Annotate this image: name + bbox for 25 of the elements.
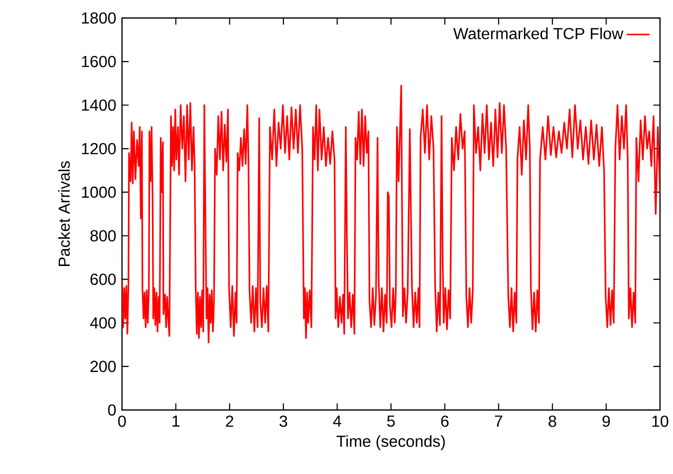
x-tick-label: 8: [548, 416, 556, 427]
y-tick-label: 1600: [82, 56, 116, 68]
y-axis-title: Packet Arrivals: [58, 161, 70, 266]
y-tick-label: 200: [90, 360, 116, 372]
x-tick-label: 9: [602, 416, 610, 427]
x-tick-label: 6: [441, 416, 449, 427]
y-tick-label: 0: [108, 404, 116, 416]
x-tick-label: 10: [652, 416, 668, 427]
y-tick-label: 1000: [82, 186, 116, 198]
y-tick-label: 400: [90, 317, 116, 329]
x-tick-label: 2: [226, 416, 234, 427]
y-tick-label: 1800: [82, 12, 116, 24]
y-tick-label: 1400: [82, 99, 116, 111]
line-series: [122, 84, 660, 344]
x-tick-label: 4: [333, 416, 342, 427]
y-tick-label: 1200: [82, 143, 116, 154]
x-tick-label: 5: [387, 416, 395, 427]
x-axis-title: Time (seconds): [336, 435, 445, 450]
x-tick-label: 7: [494, 416, 502, 427]
y-tick-label: 800: [90, 230, 116, 242]
y-tick-label: 600: [90, 274, 116, 285]
x-tick-label: 1: [172, 416, 180, 427]
x-tick-label: 0: [118, 416, 126, 427]
legend-label: Watermarked TCP Flow: [453, 28, 624, 40]
x-tick-label: 3: [280, 416, 288, 427]
